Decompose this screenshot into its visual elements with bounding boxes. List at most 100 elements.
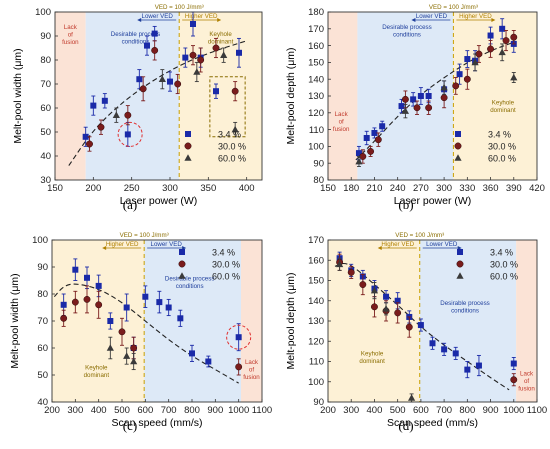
legend-label: 60.0 % bbox=[218, 154, 246, 164]
x-tick-label: 500 bbox=[390, 405, 406, 416]
point-triangle bbox=[336, 260, 344, 268]
y-tick-label: 180 bbox=[308, 7, 324, 18]
x-tick-label: 300 bbox=[436, 183, 452, 194]
x-tick-label: 1000 bbox=[503, 405, 524, 416]
point-circle bbox=[235, 363, 243, 371]
y-tick-label: 120 bbox=[308, 336, 324, 347]
x-tick-label: 500 bbox=[114, 405, 130, 416]
panel-b-depth-vs-power: Lack of fusion Desirable process conditions K… bbox=[285, 4, 545, 212]
x-tick-label: 900 bbox=[207, 405, 223, 416]
y-tick-label: 40 bbox=[40, 151, 51, 162]
y-tick-label: 60 bbox=[40, 103, 51, 114]
x-tick-label: 600 bbox=[413, 405, 429, 416]
x-tick-label: 350 bbox=[200, 183, 216, 194]
legend: 3.4 % 30.0 % 60.0 % bbox=[456, 248, 518, 282]
point-square bbox=[429, 340, 436, 347]
zone-label-line: conditions bbox=[393, 31, 421, 38]
arrow-left-label: Lower VED bbox=[142, 13, 174, 20]
legend-label: 3.4 % bbox=[490, 248, 513, 258]
x-tick-label: 900 bbox=[483, 405, 499, 416]
legend-marker-triangle bbox=[456, 272, 464, 279]
legend-marker-triangle bbox=[178, 272, 186, 279]
point-square bbox=[363, 135, 370, 141]
point-square bbox=[499, 25, 506, 32]
x-tick-label: 1100 bbox=[527, 405, 547, 416]
x-tick-label: 240 bbox=[390, 183, 406, 194]
zone-label-line: conditions bbox=[451, 307, 479, 314]
point-triangle bbox=[220, 51, 228, 58]
point-square bbox=[189, 350, 195, 357]
x-tick-label: 300 bbox=[343, 405, 359, 416]
arrow-left-label: Higher VED bbox=[106, 241, 139, 248]
legend-marker-circle bbox=[178, 260, 186, 268]
point-square bbox=[379, 123, 386, 130]
y-tick-label: 80 bbox=[37, 289, 48, 300]
zone-keyhole bbox=[328, 240, 420, 402]
point-square bbox=[190, 21, 196, 27]
zone-label-line: Lack bbox=[520, 371, 534, 378]
point-square bbox=[90, 102, 97, 109]
point-triangle bbox=[382, 305, 390, 312]
point-triangle bbox=[471, 58, 479, 66]
legend-label: 3.4 % bbox=[488, 130, 511, 140]
point-triangle bbox=[106, 344, 114, 351]
arrow-right-label: Lower VED bbox=[151, 241, 183, 248]
point-triangle bbox=[440, 83, 448, 91]
panel-d-depth-vs-speed: Keyhole dominant Desirable process conditio… bbox=[285, 232, 547, 433]
zone-label-line: fusion bbox=[243, 374, 260, 381]
point-square bbox=[452, 350, 459, 357]
point-square bbox=[142, 293, 149, 300]
x-tick-label: 200 bbox=[44, 405, 60, 416]
zone-label-line: of bbox=[249, 367, 254, 374]
zone-label-lack: Lack of fusion bbox=[243, 359, 260, 381]
y-tick-label: 150 bbox=[308, 276, 324, 287]
legend-marker-circle bbox=[454, 142, 462, 150]
zone-label-line: Lack bbox=[64, 24, 78, 31]
y-tick-label: 100 bbox=[308, 142, 324, 153]
legend-marker-square bbox=[185, 131, 191, 137]
zone-label-keyhole: Keyhole dominant bbox=[84, 365, 110, 380]
point-square bbox=[355, 150, 362, 157]
point-circle bbox=[151, 46, 159, 54]
zone-label-desirable: Desirable process conditions bbox=[382, 24, 432, 39]
panel-caption: (a) bbox=[123, 197, 137, 212]
legend-marker-square bbox=[455, 131, 461, 137]
y-tick-label: 100 bbox=[32, 235, 48, 246]
point-triangle bbox=[130, 357, 138, 365]
y-tick-label: 170 bbox=[308, 24, 324, 35]
point-circle bbox=[71, 298, 79, 306]
point-circle bbox=[347, 268, 355, 276]
legend-marker-square bbox=[179, 249, 185, 255]
x-axis-label: Laser power (W) bbox=[120, 195, 198, 207]
legend: 3.4 % 30.0 % 60.0 % bbox=[454, 130, 516, 164]
zone-label-desirable: Desirable process conditions bbox=[111, 31, 161, 46]
point-square bbox=[371, 129, 378, 136]
legend-marker-square bbox=[457, 249, 463, 255]
zone-label-line: of bbox=[339, 119, 344, 126]
zone-desirable bbox=[419, 240, 517, 402]
zone-label-line: dominant bbox=[359, 358, 385, 365]
zone-label-line: Keyhole bbox=[361, 350, 384, 357]
x-tick-label: 700 bbox=[161, 405, 177, 416]
legend-label: 30.0 % bbox=[212, 260, 240, 270]
point-circle bbox=[440, 94, 448, 102]
zone-label-line: Desirable process bbox=[111, 31, 161, 38]
arrow-left-head bbox=[102, 246, 107, 250]
arrow-left-label: Higher VED bbox=[381, 241, 414, 248]
point-square bbox=[156, 299, 163, 306]
y-tick-label: 130 bbox=[308, 316, 324, 327]
legend-marker-circle bbox=[184, 142, 192, 150]
point-square bbox=[177, 315, 184, 322]
legend-label: 3.4 % bbox=[212, 248, 235, 258]
point-square bbox=[394, 297, 401, 304]
point-square bbox=[107, 318, 114, 324]
point-circle bbox=[370, 303, 378, 311]
panel-caption: (c) bbox=[123, 418, 137, 433]
y-axis-label: Melt-pool width (μm) bbox=[9, 273, 21, 368]
zone-keyhole bbox=[453, 12, 537, 180]
x-tick-label: 150 bbox=[320, 183, 336, 194]
point-square bbox=[182, 54, 189, 61]
x-tick-label: 300 bbox=[162, 183, 178, 194]
point-circle bbox=[502, 37, 510, 45]
highlight-circle bbox=[226, 324, 252, 350]
